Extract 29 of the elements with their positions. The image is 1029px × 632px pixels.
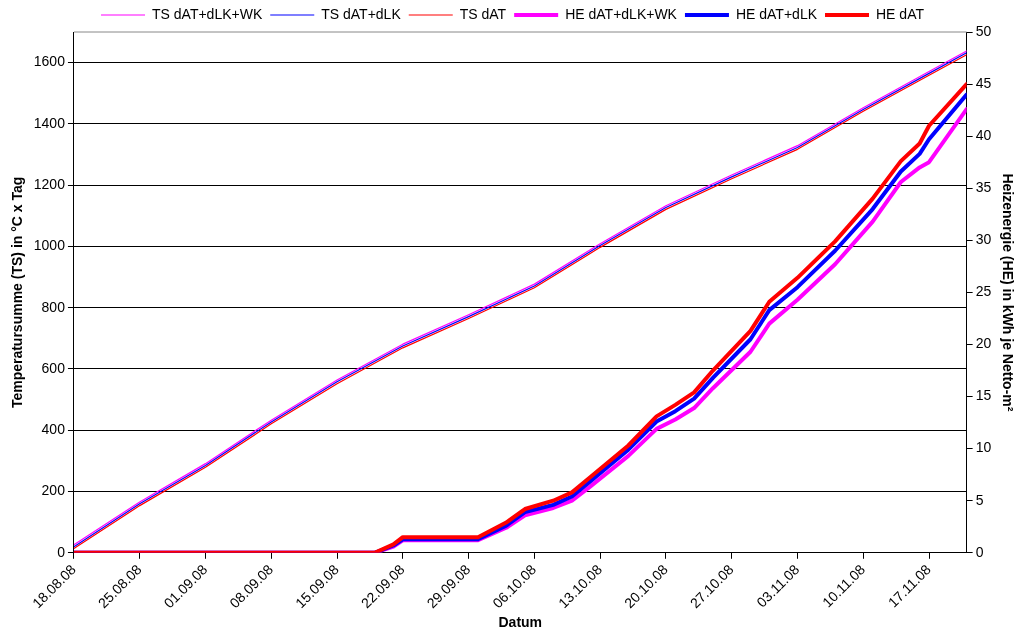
y-tick-label: 400 — [41, 421, 66, 438]
y2-tick-label: 20 — [975, 335, 992, 352]
y2-tick-label: 30 — [975, 231, 992, 248]
x-axis-title: Datum — [498, 614, 543, 631]
y-tick-label: 1000 — [33, 237, 66, 254]
y-tick-label: 0 — [57, 543, 66, 560]
y2-tick-label: 15 — [975, 387, 992, 404]
legend-label: HE dAT+dLK+WK — [565, 5, 678, 22]
legend-label: TS dAT+dLK+WK — [152, 5, 263, 22]
y-axis-title: Temperatursumme (TS) in °C x Tag — [9, 176, 26, 409]
y-tick-label: 800 — [41, 298, 66, 315]
legend-label: TS dAT+dLK — [321, 5, 402, 22]
y2-tick-label: 40 — [975, 127, 992, 144]
y2-tick-label: 0 — [975, 543, 984, 560]
legend-label: TS dAT — [459, 5, 507, 22]
y-tick-label: 600 — [41, 359, 66, 376]
y2-axis-title: Heizenergie (HE) in kWh je Netto-m² — [999, 173, 1016, 412]
y2-tick-label: 35 — [975, 179, 992, 196]
y2-tick-label: 25 — [975, 283, 992, 300]
y-tick-label: 200 — [41, 482, 66, 499]
y2-tick-label: 5 — [975, 491, 984, 508]
y-tick-label: 1200 — [33, 176, 66, 193]
y2-tick-label: 10 — [975, 439, 992, 456]
y-tick-label: 1400 — [33, 114, 66, 131]
y2-tick-label: 45 — [975, 74, 992, 91]
y2-tick-label: 50 — [975, 22, 992, 39]
legend-label: HE dAT — [876, 5, 925, 22]
y-tick-label: 1600 — [33, 53, 66, 70]
legend-label: HE dAT+dLK — [735, 5, 818, 22]
